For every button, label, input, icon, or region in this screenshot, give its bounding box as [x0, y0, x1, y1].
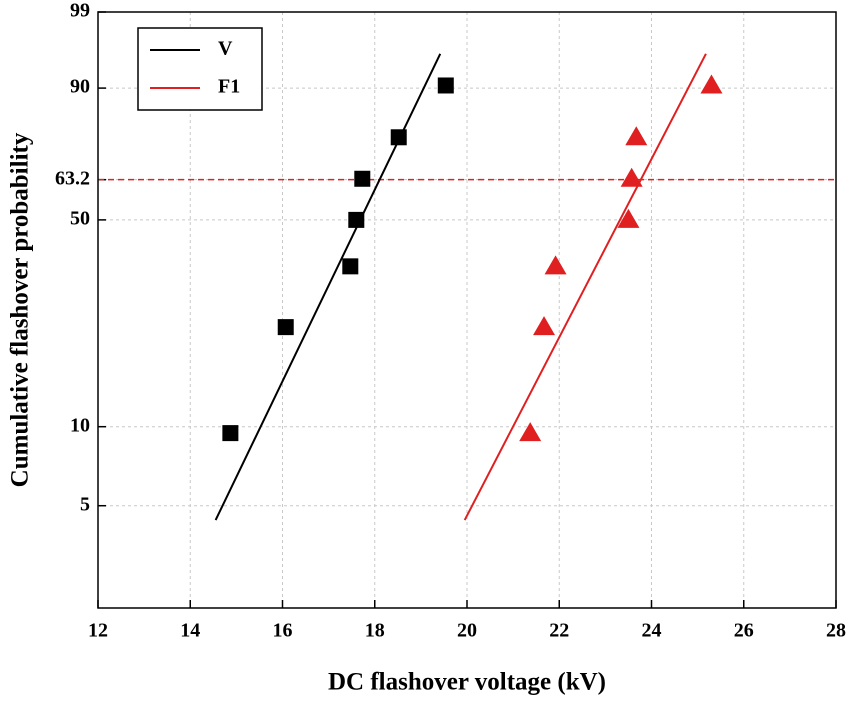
square-marker	[222, 425, 239, 442]
fit-line	[214, 53, 442, 521]
triangle-marker	[519, 422, 542, 442]
square-marker	[348, 211, 365, 228]
x-axis-title: DC flashover voltage (kV)	[328, 669, 606, 696]
x-tick-label: 14	[180, 620, 200, 642]
x-tick-label: 12	[88, 620, 108, 642]
y-tick-label: 99	[70, 0, 90, 22]
y-tick-label: 50	[70, 207, 90, 229]
square-marker	[390, 129, 407, 146]
triangle-marker	[533, 316, 556, 336]
x-tick-label: 16	[273, 620, 293, 642]
x-tick-label: 26	[734, 620, 754, 642]
square-marker	[354, 170, 371, 187]
y-tick-label: 5	[80, 493, 90, 515]
y-tick-label: 63.2	[55, 167, 90, 189]
x-tick-label: 28	[826, 620, 846, 642]
triangle-marker	[625, 126, 648, 146]
triangle-marker	[617, 208, 640, 228]
x-tick-label: 22	[549, 620, 569, 642]
square-marker	[277, 319, 294, 336]
x-tick-label: 20	[457, 620, 477, 642]
triangle-marker	[700, 74, 723, 94]
x-tick-label: 24	[642, 620, 662, 642]
y-tick-label: 90	[70, 76, 90, 98]
y-axis-title: Cumulative flashover probability	[7, 132, 34, 487]
legend-label: V	[218, 38, 233, 60]
x-tick-label: 18	[365, 620, 385, 642]
triangle-marker	[544, 255, 567, 275]
y-tick-label: 10	[70, 414, 90, 436]
plot-frame	[97, 11, 837, 609]
triangle-marker	[620, 167, 643, 187]
fit-line	[463, 53, 707, 521]
square-marker	[342, 258, 359, 275]
legend-label: F1	[218, 76, 240, 98]
square-marker	[437, 77, 454, 94]
legend-box	[137, 27, 263, 111]
